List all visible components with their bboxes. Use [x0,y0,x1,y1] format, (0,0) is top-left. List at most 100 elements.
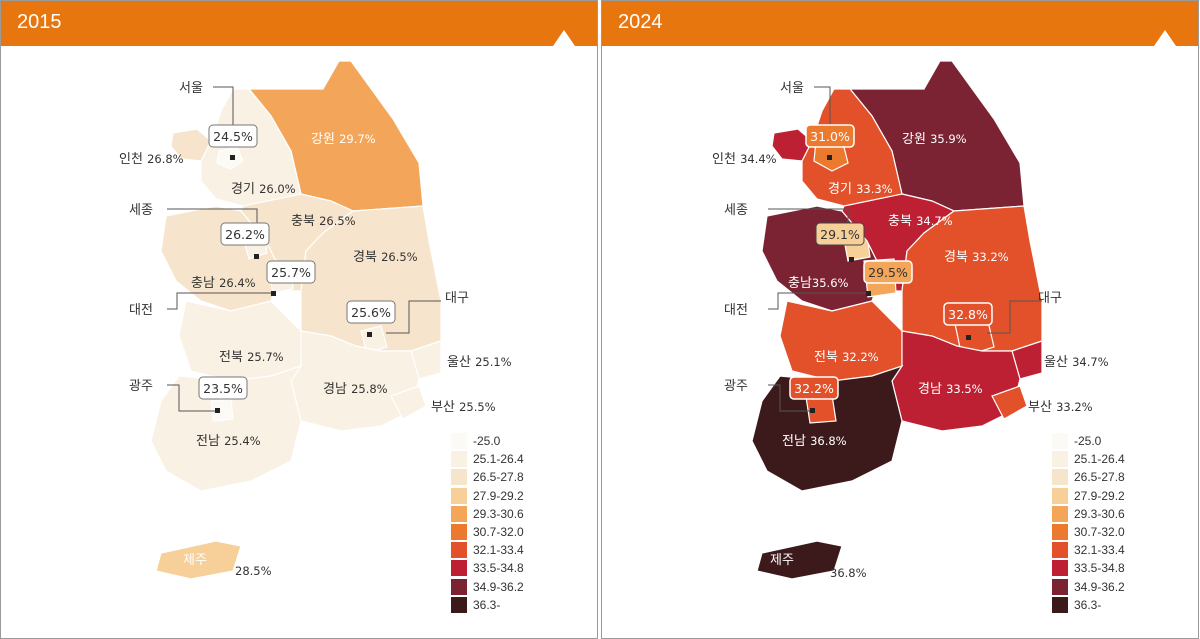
label-sejong: 세종 [129,203,153,218]
legend-label: 33.5-34.8 [473,561,524,576]
legend-swatch [451,524,467,541]
region-jeonbuk [779,300,903,382]
label-incheon: 인천 26.8% [119,152,184,167]
panel-header: 2024 [602,1,1198,46]
legend-item: -25.0 [1052,432,1162,450]
legend-swatch [1052,596,1068,613]
region-incheon [771,128,813,162]
legend-label: 30.7-32.0 [1074,525,1125,540]
legend-item: 34.9-36.2 [451,578,561,596]
legend-item: 26.5-27.8 [451,468,561,486]
value-seoul: 31.0% [810,129,850,144]
legend-label: -25.0 [1074,434,1102,449]
callout-gwangju: 32.2% [789,376,839,413]
label-ulsan: 울산 25.1% [447,355,512,370]
label-chungnam: 충남35.6% [788,276,849,291]
legend-item: 32.1-33.4 [451,541,561,559]
legend-label: -25.0 [473,434,501,449]
value-seoul: 24.5% [213,129,253,144]
value-jeju: 28.5% [235,564,272,578]
legend-label: 27.9-29.2 [473,488,524,503]
callout-daejeon: 25.7% [266,260,316,296]
panel-header: 2015 [1,1,597,46]
panel-2024: 2024 31.0% 29.1% [601,0,1199,639]
label-sejong: 세종 [724,203,748,218]
legend-swatch [1052,469,1068,486]
callout-daejeon: 29.5% [863,260,913,296]
value-gwangju: 23.5% [203,381,243,396]
legend-swatch [1052,487,1068,504]
legend-swatch [451,578,467,595]
label-gyeongbuk: 경북 26.5% [353,250,418,265]
region-jeonbuk [178,300,302,382]
leader-daegu [386,300,441,334]
label-gangwon: 강원 29.7% [311,132,376,147]
legend-swatch [1052,505,1068,522]
value-daegu: 25.6% [351,305,391,320]
leader-gwangju [167,384,219,412]
region-busan [390,385,427,420]
panel-year: 2015 [17,11,62,33]
legend-label: 26.5-27.8 [1074,470,1125,485]
legend-label: 36.3- [473,597,501,612]
legend-label: 25.1-26.4 [473,452,524,467]
leader-seoul [213,86,234,129]
label-busan: 부산 25.5% [431,400,496,415]
leader-daejeon [167,292,273,310]
legend-item: 33.5-34.8 [451,559,561,577]
label-seoul: 서울 [179,81,203,96]
legend-swatch [1052,524,1068,541]
legend-item: 26.5-27.8 [1052,468,1162,486]
legend-swatch [451,487,467,504]
value-daejeon: 25.7% [271,265,311,280]
legend-label: 36.3- [1074,597,1102,612]
legend-swatch [451,451,467,468]
callout-gwangju: 23.5% [198,376,248,413]
legend-label: 29.3-30.6 [1074,506,1125,521]
label-gyeonggi: 경기 26.0% [231,182,296,197]
callout-sejong: 29.1% [815,222,865,262]
legend-item: 27.9-29.2 [1052,487,1162,505]
legend-label: 27.9-29.2 [1074,488,1125,503]
callout-seoul: 24.5% [208,124,258,160]
legend-swatch [451,542,467,559]
legend-label: 34.9-36.2 [473,579,524,594]
legend-item: 25.1-26.4 [451,450,561,468]
legend-item: 30.7-32.0 [1052,523,1162,541]
region-gwangju [210,398,234,422]
legend-item: 32.1-33.4 [1052,541,1162,559]
label-jeju: 제주 [183,553,207,568]
map-2015: 24.5% 26.2% 25.7% 25.6% 23.5% 서울 인천 26.8… [119,60,512,580]
legend-label: 33.5-34.8 [1074,561,1125,576]
label-gwangju: 광주 [724,379,748,394]
label-chungbuk: 충북 26.5% [291,214,356,229]
label-chungnam: 충남 26.4% [191,276,256,291]
legend-swatch [451,469,467,486]
label-jeonbuk: 전북 32.2% [814,350,879,365]
legend-item: 36.3- [1052,596,1162,614]
legend-swatch [1052,433,1068,450]
value-daegu: 32.8% [948,307,988,322]
region-jeonnam [150,364,303,492]
region-incheon [170,128,212,162]
label-gwangju: 광주 [129,379,153,394]
legend-swatch [451,505,467,522]
label-daejeon: 대전 [129,303,153,318]
label-ulsan: 울산 34.7% [1044,355,1109,370]
leader-daejeon [768,292,870,310]
legend-item: 25.1-26.4 [1052,450,1162,468]
region-jeonnam [751,364,904,492]
label-jeju: 제주 [770,553,794,568]
legend-swatch [451,596,467,613]
label-incheon: 인천 34.4% [712,152,777,167]
label-gangwon: 강원 35.9% [902,132,967,147]
region-jeju [155,540,242,580]
leader-sejong [167,208,258,227]
callout-sejong: 26.2% [220,222,270,259]
panel-year: 2024 [618,11,663,33]
callout-seoul: 31.0% [805,124,855,160]
leader-sejong [768,208,849,225]
legend-label: 25.1-26.4 [1074,452,1125,467]
legend: -25.0 25.1-26.4 26.5-27.8 27.9-29.2 29.3-30.… [1052,432,1162,614]
legend-item: -25.0 [451,432,561,450]
